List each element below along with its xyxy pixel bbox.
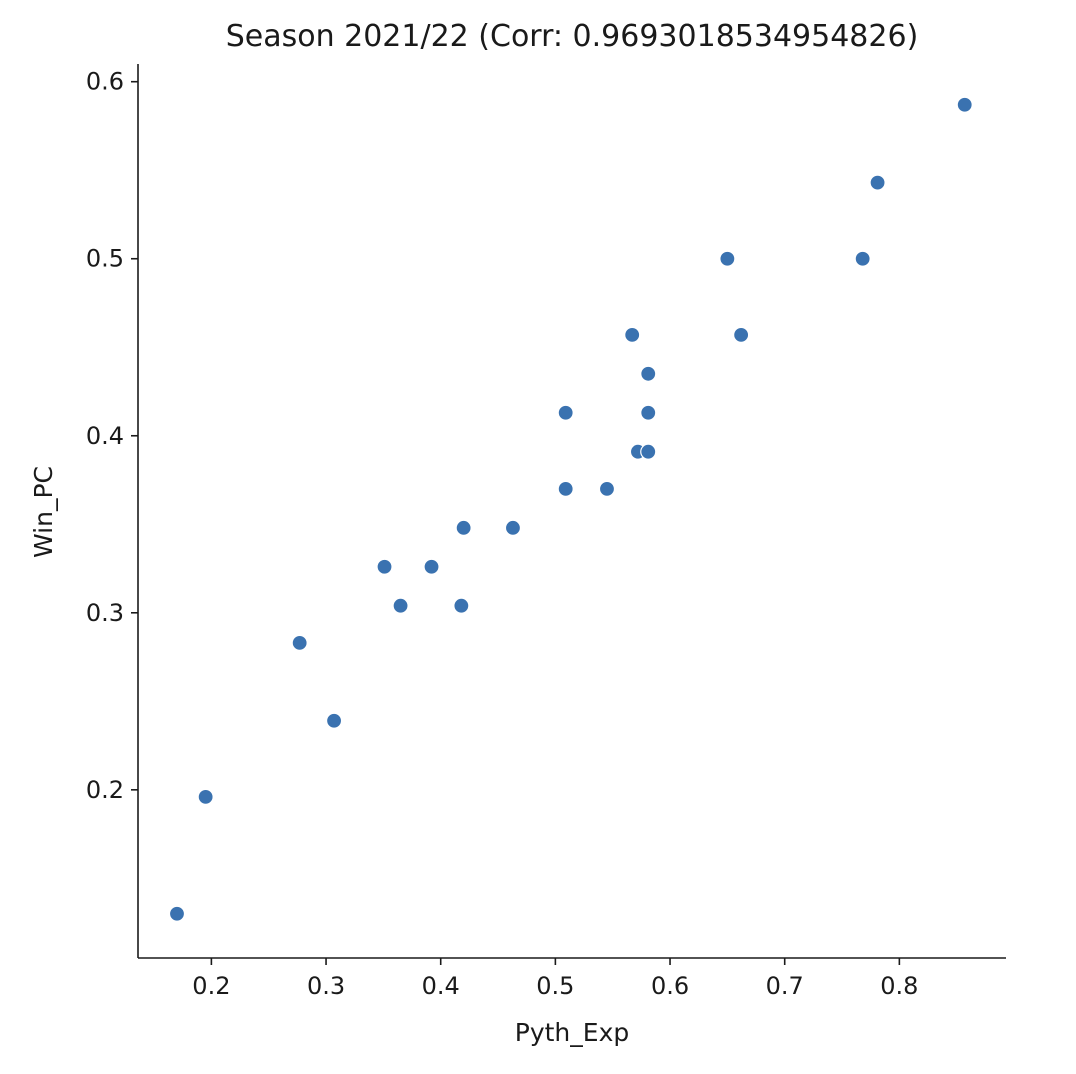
- x-ticks: 0.2 0.3 0.4 0.5 0.6 0.7 0.8: [192, 958, 918, 1000]
- data-point-18: [640, 404, 657, 421]
- x-tick-label-7: 0.8: [880, 972, 918, 1000]
- data-point-1: [168, 905, 186, 922]
- x-tick-label-1: 0.2: [192, 972, 230, 1000]
- data-point-10: [504, 519, 522, 536]
- points-layer: [168, 96, 973, 922]
- chart-title: Season 2021/22 (Corr: 0.9693018534954826…: [226, 19, 919, 54]
- x-tick-label-2: 0.3: [307, 972, 345, 1000]
- x-tick-label-6: 0.7: [766, 972, 804, 1000]
- x-tick-label-5: 0.6: [651, 972, 689, 1000]
- y-tick-label-3: 0.4: [86, 422, 124, 450]
- data-point-16: [640, 443, 657, 460]
- data-point-17: [640, 365, 657, 382]
- data-point-21: [854, 250, 871, 267]
- y-tick-label-2: 0.3: [86, 599, 124, 627]
- data-point-7: [423, 558, 440, 575]
- y-axis-label: Win_PC: [29, 466, 58, 558]
- data-point-22: [869, 174, 886, 191]
- data-point-6: [392, 597, 409, 614]
- data-point-8: [453, 597, 470, 614]
- data-point-19: [719, 250, 736, 267]
- data-point-13: [598, 480, 616, 497]
- data-point-4: [325, 712, 343, 729]
- data-point-12: [557, 480, 574, 497]
- y-tick-label-1: 0.2: [86, 776, 124, 804]
- x-tick-label-3: 0.4: [422, 972, 460, 1000]
- data-point-3: [291, 634, 308, 651]
- y-ticks: 0.2 0.3 0.4 0.5 0.6: [86, 68, 138, 804]
- data-point-11: [557, 404, 574, 421]
- y-tick-label-4: 0.5: [86, 245, 124, 273]
- data-point-9: [455, 519, 472, 536]
- data-point-23: [956, 96, 973, 113]
- x-tick-label-4: 0.5: [536, 972, 574, 1000]
- y-tick-label-5: 0.6: [86, 68, 124, 96]
- data-point-14: [624, 326, 641, 343]
- data-point-20: [733, 326, 750, 343]
- data-point-2: [197, 788, 214, 806]
- x-axis-label: Pyth_Exp: [515, 1018, 629, 1047]
- data-point-5: [376, 558, 393, 575]
